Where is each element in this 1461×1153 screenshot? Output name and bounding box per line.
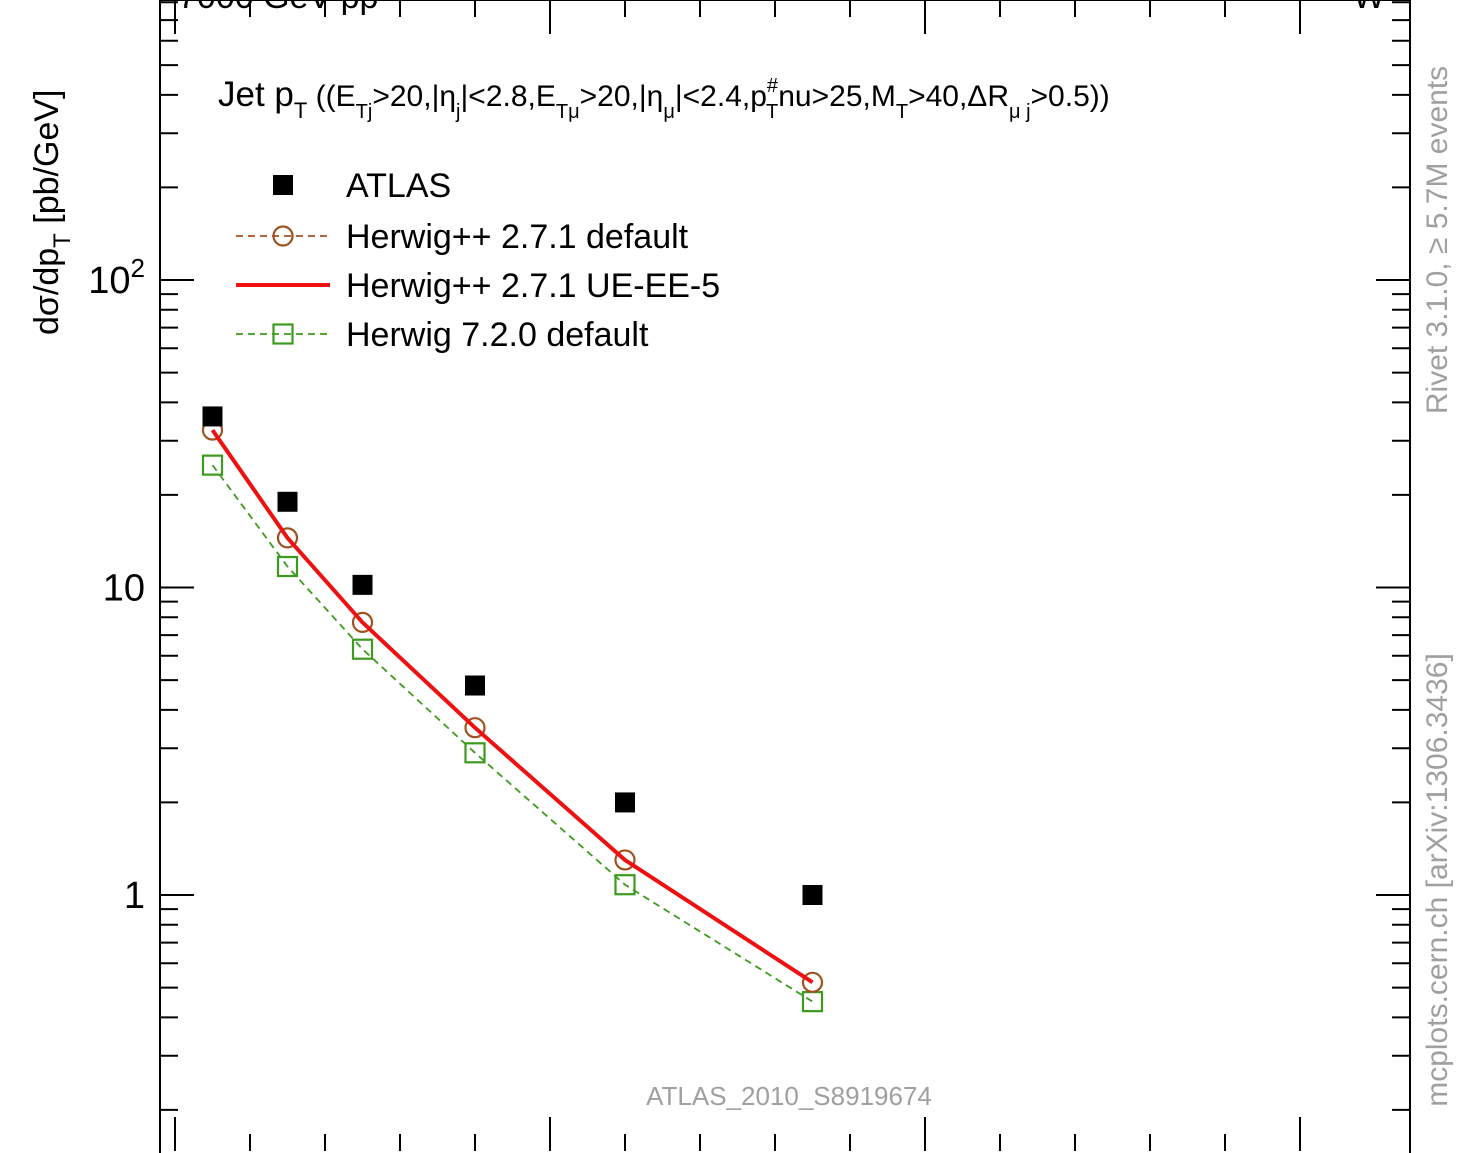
- data-point: [614, 874, 636, 896]
- series-atlas: [202, 406, 823, 905]
- data-point: [801, 991, 824, 1013]
- data-point: [464, 717, 486, 739]
- legend-marker: [273, 175, 293, 195]
- mcplots-label: mcplots.cern.ch [arXiv:1306.3436]: [1421, 653, 1454, 1107]
- data-point: [802, 885, 823, 905]
- legend: ATLAS Herwig++ 2.7.1 default Herwig++ 2.7.…: [236, 167, 720, 354]
- header-right-text: W: [1353, 0, 1385, 16]
- series-herwig-7-2-0-default: [201, 454, 824, 1013]
- data-point: [201, 454, 224, 476]
- data-point: [272, 225, 294, 247]
- series-herwig-2-7-1-ue-ee-5: [210, 428, 814, 984]
- series-line: [211, 429, 813, 984]
- watermark: ATLAS_2010_S8919674: [646, 1081, 932, 1111]
- legend-entry: Herwig 7.2.0 default: [236, 316, 649, 354]
- data-point: [614, 849, 636, 871]
- data-point: [615, 792, 635, 813]
- data-point: [351, 638, 374, 660]
- plot-frame: [159, 0, 1411, 1153]
- data-point: [801, 971, 824, 993]
- series-line: [211, 464, 813, 1003]
- y-tick-labels: 102 10 1: [88, 253, 145, 917]
- rivet-label: Rivet 3.1.0, ≥ 5.7M events: [1421, 66, 1454, 414]
- y-axis-label: dσ/dpT [pb/GeV]: [28, 90, 76, 335]
- data-point: [464, 742, 486, 764]
- series-line: [210, 428, 814, 984]
- legend-label: Herwig++ 2.7.1 default: [346, 218, 689, 256]
- data-point: [351, 611, 374, 634]
- legend-label: Herwig 7.2.0 default: [346, 316, 649, 354]
- legend-entry: Herwig++ 2.7.1 UE-EE-5: [236, 267, 720, 305]
- data-point: [272, 323, 294, 345]
- y-tick-label: 1: [124, 875, 145, 917]
- data-point: [465, 675, 485, 696]
- axis-ticks: [160, 0, 1410, 1151]
- y-tick-label: 10: [103, 568, 145, 610]
- data-point: [202, 406, 223, 427]
- data-point: [277, 491, 298, 512]
- legend-label: Herwig++ 2.7.1 UE-EE-5: [346, 267, 720, 305]
- legend-entry: Herwig++ 2.7.1 default: [236, 218, 689, 256]
- chart-title: Jet pT ((ETj>20,|ηj|<2.8,ETμ>20,|ημ|<2.4…: [218, 75, 1110, 123]
- data-point: [352, 574, 373, 595]
- legend-entry: ATLAS: [273, 167, 451, 205]
- data-point: [276, 555, 299, 578]
- y-tick-label: 102: [88, 253, 145, 302]
- data-point: [276, 527, 299, 549]
- header-left-text: 7000 GeV pp: [178, 0, 378, 16]
- legend-label: ATLAS: [346, 167, 451, 205]
- series-layer: [201, 406, 824, 1013]
